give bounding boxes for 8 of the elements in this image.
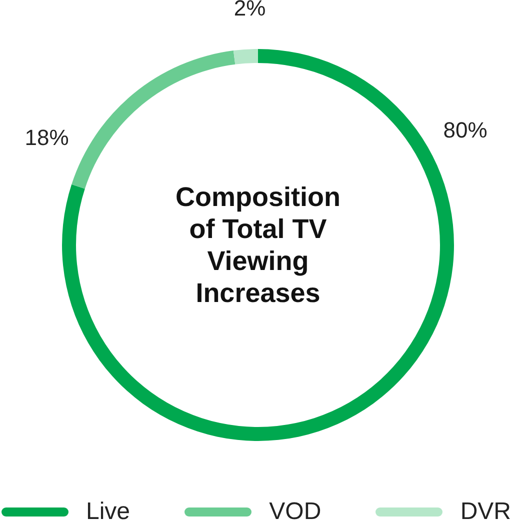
data-label: 2% <box>234 0 266 21</box>
donut-slice <box>233 49 258 64</box>
legend-label: DVR <box>460 498 511 526</box>
legend-label: Live <box>86 498 130 526</box>
legend-label: VOD <box>269 498 322 526</box>
text: Composition of Total TV Viewing Increases <box>176 182 340 308</box>
data-label: 18% <box>24 124 69 150</box>
data-label: 80% <box>443 118 488 143</box>
